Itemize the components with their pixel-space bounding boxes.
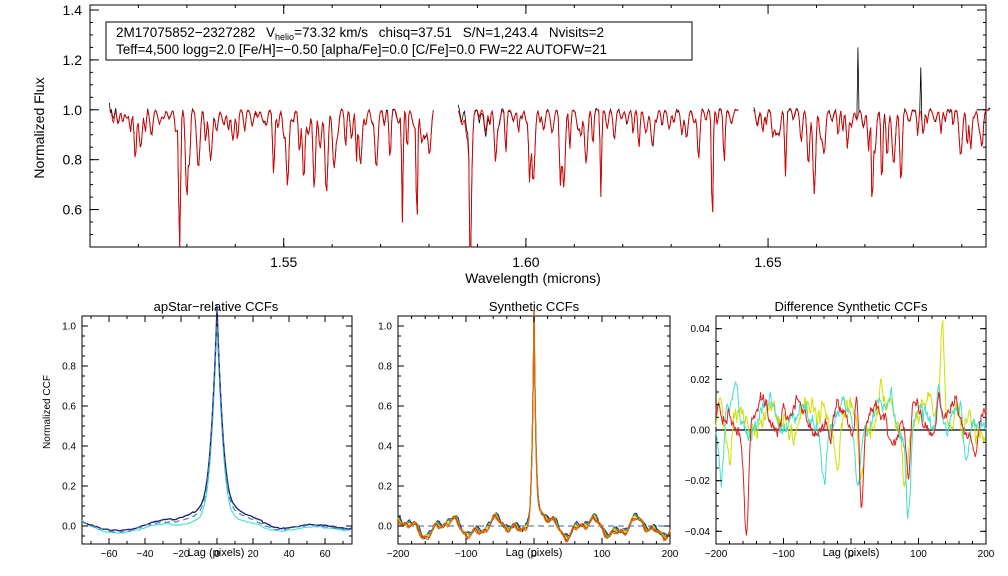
x-tick-label: 20 (247, 549, 259, 560)
y-tick-label: 0.8 (63, 152, 83, 168)
model-spectrum-line (753, 109, 991, 197)
difference-ccf-ticks: −200 −100 0 100 200 −0.04 −0.02 0.00 0.02 0.04 (685, 315, 995, 560)
apstar-ccf-x-axis-label: Lag (pixels) (188, 547, 245, 559)
apstar-ccf-ticks: −60 −40 −20 0 20 40 60 0.0 0.2 0.4 0.6 0.8 1.0 (62, 316, 352, 560)
apstar-ccf-line (81, 309, 353, 533)
spectrum-plot-frame (89, 4, 987, 248)
difference-ccf-x-axis-label: Lag (pixels) (823, 547, 880, 559)
x-tick-label: 0 (214, 549, 220, 560)
y-tick-label: 0.0 (62, 522, 76, 533)
x-tick-label: 1.65 (754, 254, 781, 270)
spectrum-x-axis-label: Wavelength (microns) (465, 270, 601, 286)
difference-ccf-line (715, 381, 987, 520)
apstar-ccf-panel: apStar−relative CCFs −60 −40 −20 0 20 40 60 0.0… (42, 299, 353, 560)
x-tick-label: 100 (910, 549, 927, 560)
y-tick-label: 0.8 (378, 362, 392, 373)
y-tick-label: 0.00 (691, 426, 711, 437)
x-tick-label: −40 (137, 549, 154, 560)
apstar-ccf-line (81, 316, 353, 535)
x-tick-label: −200 (705, 549, 728, 560)
difference-ccf-panel: Difference Synthetic CCFs −200 −100 0 100 20… (685, 299, 995, 560)
apstar-ccf-plot-frame (81, 315, 353, 545)
nvisits-value: Nvisits=2 (549, 25, 604, 40)
x-tick-label: −100 (455, 549, 478, 560)
x-tick-label: −20 (173, 549, 190, 560)
y-tick-label: −0.02 (685, 476, 711, 487)
annotation-line-1: 2M17075852−2327282 Vhelio=73.32 km/s chi… (116, 25, 604, 42)
apstar-ccf-title: apStar−relative CCFs (154, 299, 279, 314)
spectrum-series-group (108, 47, 991, 248)
y-tick-label: −0.04 (685, 527, 711, 538)
apstar-ccf-line (81, 305, 353, 532)
model-spectrum-line (109, 109, 434, 248)
vhelio-value: =73.32 km/s (294, 25, 368, 40)
y-tick-label: 0.8 (62, 362, 76, 373)
y-tick-label: 1.4 (63, 2, 83, 18)
difference-ccf-line (715, 391, 987, 536)
annotation-line-2: Teff=4,500 logg=2.0 [Fe/H]=−0.50 [alpha/… (116, 42, 607, 57)
synthetic-ccf-title: Synthetic CCFs (489, 299, 580, 314)
y-tick-label: 0.6 (63, 202, 83, 218)
synthetic-ccf-panel: Synthetic CCFs −200 −100 0 100 200 0.0 0.2 0.4 0… (378, 299, 679, 560)
snr-value: S/N=1,243.4 (463, 25, 539, 40)
annotation-box: 2M17075852−2327282 Vhelio=73.32 km/s chi… (105, 21, 693, 61)
x-tick-label: 40 (283, 549, 295, 560)
y-tick-label: 0.4 (62, 442, 76, 453)
y-tick-label: 0.02 (691, 375, 711, 386)
apstar-ccf-series-group (81, 305, 353, 535)
y-tick-label: 0.04 (691, 324, 711, 335)
spectrum-panel: 1.55 1.60 1.65 0.6 0.8 1.0 1.2 1.4 2M17075852−2… (31, 2, 991, 286)
x-tick-label: 0 (531, 549, 537, 560)
x-tick-label: 1.60 (512, 254, 539, 270)
x-tick-label: 100 (594, 549, 611, 560)
y-tick-label: 0.2 (378, 482, 392, 493)
x-tick-label: −200 (387, 549, 410, 560)
synthetic-ccf-line (397, 311, 671, 543)
y-tick-label: 0.0 (378, 522, 392, 533)
y-tick-label: 0.4 (378, 442, 392, 453)
y-tick-label: 0.2 (62, 482, 76, 493)
synthetic-ccf-series-group (397, 309, 671, 543)
chisq-value: chisq=37.51 (379, 25, 452, 40)
synthetic-ccf-ticks: −200 −100 0 100 200 0.0 0.2 0.4 0.6 0.8 1.0 (378, 316, 679, 560)
x-tick-label: 60 (319, 549, 331, 560)
annotation-frame (105, 21, 693, 61)
difference-ccf-series-group (715, 320, 987, 536)
y-tick-label: 0.6 (378, 402, 392, 413)
apstar-ccf-y-axis-label: Normalized CCF (42, 375, 53, 449)
vhelio-prefix: V (266, 25, 275, 40)
x-tick-label: −100 (772, 549, 795, 560)
difference-ccf-title: Difference Synthetic CCFs (775, 299, 928, 314)
model-spectrum-line (457, 108, 739, 248)
vhelio-subscript: helio (275, 32, 294, 42)
x-tick-label: 0 (848, 549, 854, 560)
y-tick-label: 0.6 (62, 402, 76, 413)
star-id: 2M17075852−2327282 (116, 25, 255, 40)
spectrum-y-axis-label: Normalized Flux (31, 77, 47, 178)
y-tick-label: 1.0 (62, 322, 76, 333)
synthetic-ccf-x-axis-label: Lag (pixels) (506, 547, 563, 559)
y-tick-label: 1.2 (63, 52, 83, 68)
x-tick-label: −60 (101, 549, 118, 560)
difference-ccf-line (715, 320, 987, 488)
spectrum-ticks: 1.55 1.60 1.65 0.6 0.8 1.0 1.2 1.4 (63, 2, 986, 270)
y-tick-label: 1.0 (63, 102, 83, 118)
x-tick-label: 200 (662, 549, 679, 560)
x-tick-label: 1.55 (270, 254, 297, 270)
x-tick-label: 200 (978, 549, 995, 560)
y-tick-label: 1.0 (378, 322, 392, 333)
